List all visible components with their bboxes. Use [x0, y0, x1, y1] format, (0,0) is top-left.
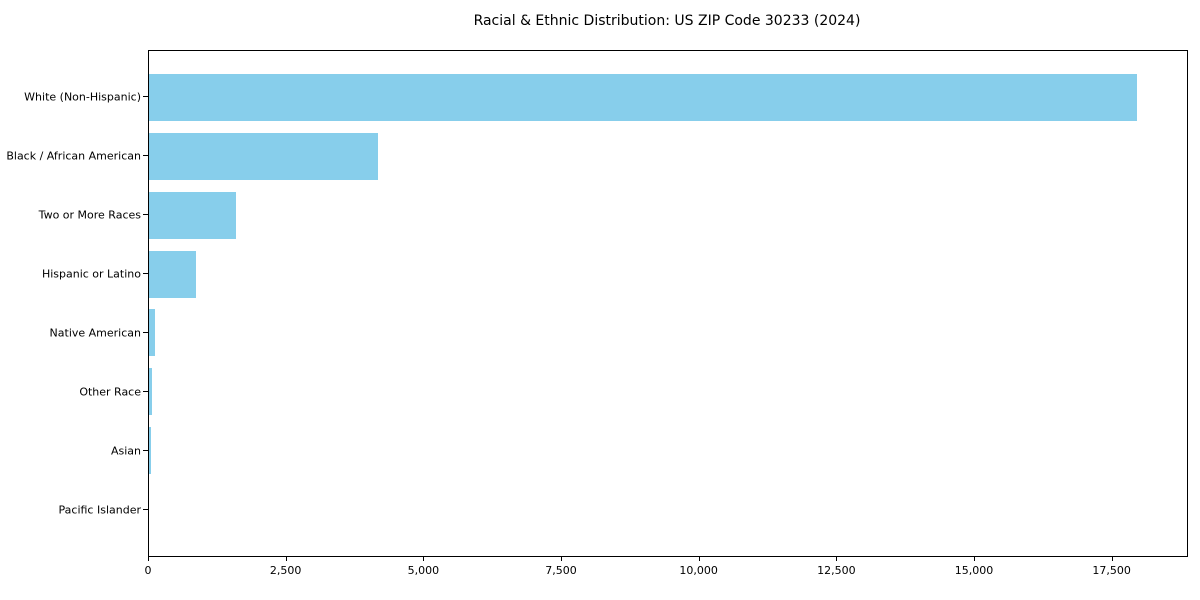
- bar-black-african-american: [149, 132, 379, 180]
- y-tick-mark: [143, 96, 148, 97]
- bar-asian: [149, 427, 152, 475]
- bar-two-or-more-races: [149, 191, 236, 239]
- y-tick-label: Native American: [49, 326, 141, 340]
- chart-title: Racial & Ethnic Distribution: US ZIP Cod…: [473, 13, 861, 29]
- y-tick-mark: [143, 273, 148, 274]
- y-tick-mark: [143, 155, 148, 156]
- y-tick-mark: [143, 450, 148, 451]
- x-tick-mark: [974, 556, 975, 561]
- x-tick-label: 17,500: [1092, 564, 1131, 577]
- y-tick-label: Asian: [110, 444, 141, 458]
- x-tick-label: 7,500: [545, 564, 577, 577]
- bar-white-non-hispanic: [149, 73, 1138, 122]
- x-tick-label: 0: [144, 564, 152, 577]
- bar-hispanic-or-latino: [149, 250, 196, 298]
- x-tick-mark: [699, 556, 700, 561]
- x-tick-label: 15,000: [954, 564, 994, 577]
- bar-other-race: [149, 368, 153, 416]
- y-tick-label: Hispanic or Latino: [41, 267, 141, 281]
- y-tick-label: Other Race: [79, 385, 141, 399]
- y-tick-mark: [143, 391, 148, 392]
- x-tick-label: 12,500: [817, 564, 856, 577]
- y-tick-mark: [143, 332, 148, 333]
- y-tick-label: Black / African American: [6, 149, 141, 163]
- x-tick-mark: [286, 556, 287, 561]
- y-tick-mark: [143, 509, 148, 510]
- x-tick-label: 2,500: [269, 564, 302, 577]
- x-tick-mark: [148, 556, 149, 561]
- y-tick-label: Pacific Islander: [58, 503, 141, 516]
- plot-area: [148, 50, 1188, 557]
- x-tick-mark: [836, 556, 837, 561]
- bar-native-american: [149, 309, 156, 357]
- y-tick-mark: [143, 214, 148, 215]
- x-tick-mark: [423, 556, 424, 561]
- x-tick-label: 5,000: [407, 564, 440, 577]
- y-tick-label: Two or More Races: [38, 208, 141, 222]
- x-tick-mark: [1112, 556, 1113, 561]
- x-tick-mark: [561, 556, 562, 561]
- y-tick-label: White (Non-Hispanic): [24, 90, 141, 104]
- x-tick-label: 10,000: [679, 564, 718, 577]
